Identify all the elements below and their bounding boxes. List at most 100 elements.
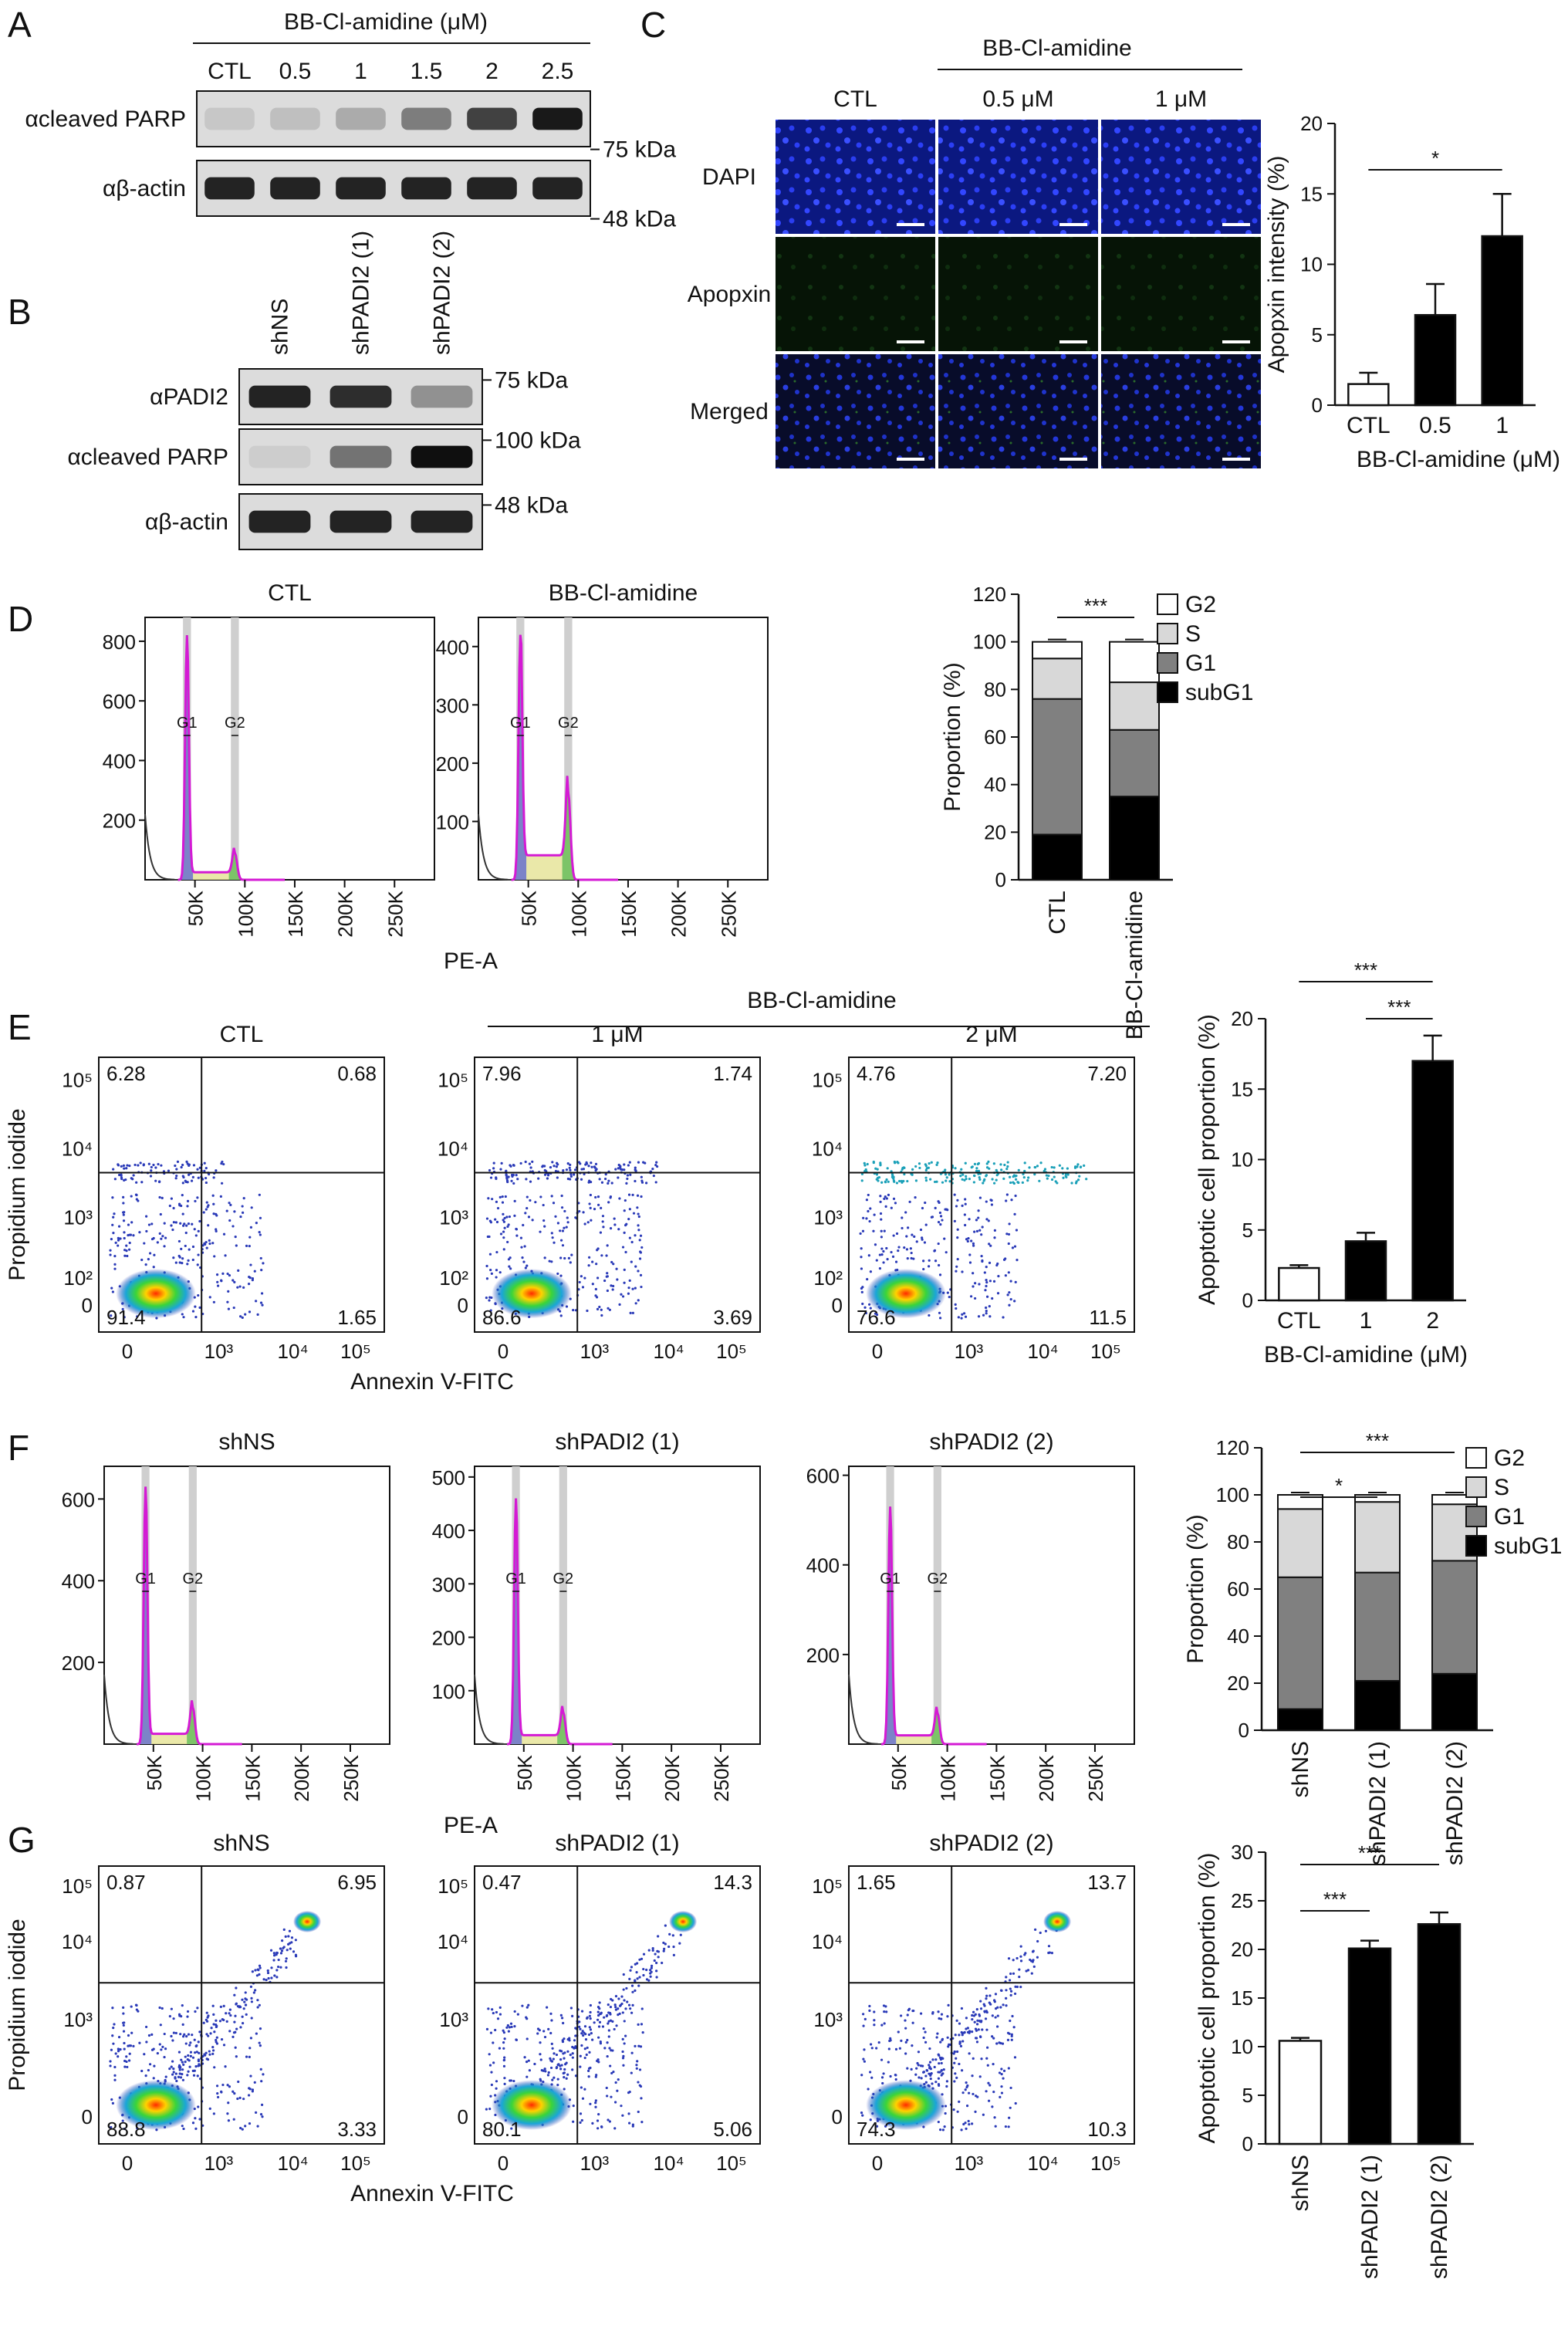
G-diag-dot-1-21 (662, 1941, 665, 1945)
E-upper-dot-0-8 (126, 1164, 129, 1167)
E-upper-dot-1-148 (587, 1181, 590, 1184)
G-dot-0-230 (211, 2004, 215, 2007)
G-dot-0-63 (145, 2040, 148, 2044)
G-dot-0-0 (186, 2074, 189, 2077)
G-dot-1-202 (594, 2075, 597, 2078)
G-dot-1-145 (579, 2065, 582, 2068)
E-dot-1-203 (553, 1241, 556, 1244)
G-diag-dot-2-157 (1019, 1959, 1023, 1963)
G-dot-1-212 (510, 2025, 513, 2029)
E-upper-dot-2-159 (876, 1168, 879, 1171)
G-diag-dot-1-86 (571, 2056, 574, 2059)
E-dot-2-120 (964, 1198, 967, 1201)
G-diag-dot-0-28 (251, 1970, 254, 1973)
F-hist-ytick-label-1-0: 100 (432, 1680, 465, 1703)
F-bar-shns-s (1277, 1508, 1323, 1578)
G-dot-1-236 (629, 2007, 632, 2010)
G-diag-dot-2-61 (1036, 1956, 1039, 1959)
G-dot-1-64 (637, 2023, 640, 2026)
G-dot-0-26 (130, 2031, 133, 2034)
E-dot-1-242 (616, 1278, 619, 1281)
G-dot-1-102 (639, 2045, 643, 2048)
E-upper-dot-1-67 (551, 1161, 554, 1164)
G-dot-2-40 (943, 2125, 946, 2128)
G-dot-0-54 (212, 2112, 215, 2115)
E-upper-dot-1-33 (573, 1173, 576, 1176)
G-dot-0-82 (213, 2066, 216, 2069)
E-upper-dot-1-142 (637, 1161, 640, 1164)
E-dot-1-154 (496, 1206, 500, 1210)
G-dot-2-233 (976, 2023, 979, 2026)
E-upper-dot-1-22 (640, 1175, 643, 1178)
E-dot-2-181 (1011, 1246, 1015, 1249)
G-diag-dot-2-152 (985, 2010, 988, 2014)
E-upper-dot-2-162 (864, 1168, 867, 1172)
G-diag-dot-0-54 (266, 1969, 269, 1973)
E-dot-2-225 (861, 1286, 864, 1289)
G-diag-dot-0-144 (213, 2030, 216, 2034)
E-dot-0-178 (111, 1223, 114, 1226)
G-diag-dot-2-56 (975, 2008, 978, 2011)
E-dot-2-202 (1005, 1232, 1009, 1236)
E-dot-0-173 (205, 1201, 208, 1204)
E-dot-2-8 (885, 1246, 888, 1250)
E-dot-0-77 (113, 1267, 117, 1270)
E-dot-0-210 (260, 1292, 264, 1295)
G-dot-0-124 (224, 2065, 227, 2068)
E-dot-1-21 (554, 1215, 557, 1218)
E-upper-dot-2-154 (963, 1178, 966, 1182)
E-upper-dot-1-15 (546, 1174, 550, 1177)
G-dot-ytick-0-1: 10³ (63, 2008, 93, 2031)
E-dot-0-249 (234, 1236, 237, 1239)
G-diag-dot-1-149 (598, 2001, 601, 2004)
E-dot-1-183 (503, 1226, 506, 1229)
C-chart-ytick-label-20: 20 (1300, 112, 1323, 135)
G-dot-2-166 (965, 2127, 968, 2130)
G-diag-dot-0-73 (179, 2076, 183, 2079)
E-dot-0-61 (153, 1253, 156, 1256)
F-gate-band-g2-0 (188, 1466, 197, 1744)
G-dot-0-181 (187, 2070, 190, 2073)
D-gate-band-g2-1 (564, 617, 573, 880)
E-dot-0-119 (170, 1197, 173, 1200)
E-dot-2-7 (874, 1243, 877, 1246)
G-diag-dot-1-97 (559, 2058, 563, 2061)
G-diag-dot-1-121 (599, 2040, 602, 2044)
G-dot-0-222 (110, 2125, 113, 2129)
E-dot-1-194 (495, 1269, 498, 1272)
E-dot-0-207 (111, 1290, 115, 1293)
F-hist-xtick-label-1-4: 250K (710, 1754, 733, 1801)
B-row-label-actin: αβ-actin (145, 509, 228, 535)
E-dot-xtick-2-3: 10⁵ (1090, 1340, 1121, 1363)
E-upper-dot-2-139 (895, 1182, 899, 1185)
G-dot-0-234 (144, 2074, 147, 2078)
E-dot-0-233 (111, 1196, 114, 1199)
A-lane-label-2: 2 (485, 59, 498, 84)
G-dot-1-174 (617, 2078, 620, 2081)
E-dot-2-67 (988, 1280, 992, 1283)
E-dot-2-38 (1005, 1199, 1008, 1202)
G-dot-1-192 (637, 2044, 640, 2047)
G-dot-1-117 (582, 2034, 585, 2037)
G-dot-2-66 (947, 2003, 950, 2007)
E-dot-1-43 (489, 1268, 492, 1272)
E-upper-dot-2-142 (1076, 1165, 1079, 1168)
G-dot-1-20 (609, 2005, 613, 2009)
G-dot-1-25 (607, 2118, 610, 2122)
G-diag-dot-1-152 (564, 2063, 567, 2066)
E-dot-2-107 (879, 1212, 883, 1215)
E-dot-1-105 (632, 1212, 636, 1215)
G-diag-dot-0-72 (235, 1986, 238, 1990)
G-diag-dot-1-113 (605, 2014, 608, 2018)
E-dot-1-152 (594, 1287, 597, 1291)
G-dot-0-252 (258, 2003, 261, 2007)
E-dot-0-128 (235, 1244, 238, 1247)
E-upper-dot-1-118 (525, 1178, 528, 1181)
G-dot-2-195 (965, 2105, 969, 2108)
E-dot-2-118 (915, 1240, 918, 1243)
D-hist-xtick-label-1-2: 150K (617, 890, 640, 937)
G-diag-dot-0-18 (289, 1947, 292, 1950)
F-gate-label-1-1: G2 (553, 1570, 573, 1587)
E-dot-2-96 (985, 1284, 988, 1288)
G-dot-1-156 (544, 2070, 547, 2073)
